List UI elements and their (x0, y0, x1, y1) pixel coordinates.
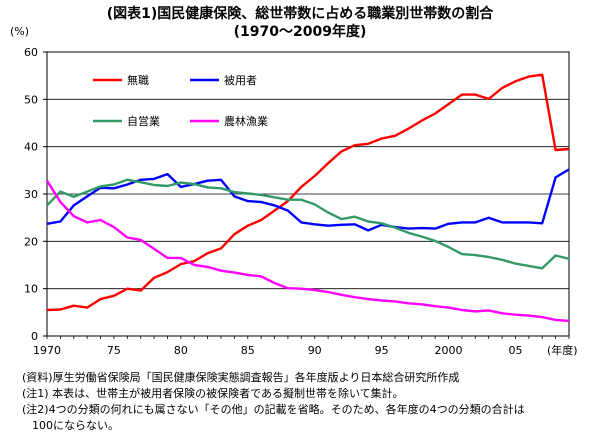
note-1: (注1) 本表は、世帯主が被用者保険の被保険者である擬制世帯を除いて集計。 (22, 387, 404, 400)
y-tick-label: 30 (24, 188, 38, 201)
series-line-2 (46, 168, 570, 232)
x-tick-label: 1970 (33, 344, 61, 357)
source-note: (資料)厚生労働省保険局「国民健康保険実態調査報告」各年度版より日本総合研究所作… (22, 371, 460, 384)
legend-label: 被用者 (224, 74, 257, 87)
x-tick-label: 75 (107, 344, 121, 357)
y-tick-label: 40 (24, 141, 38, 154)
y-axis-label: (%) (10, 25, 29, 38)
x-tick-label: 90 (308, 344, 322, 357)
legend-label: 自営業 (127, 114, 160, 128)
y-tick-label: 20 (24, 235, 38, 248)
line-chart: 0 10 20 30 40 50 60 (%) 1970 75 80 85 90 95 2000 05 (年度)… (10, 25, 578, 357)
series-line-3 (46, 178, 570, 270)
chart-title: (図表1)国民健康保険、総世帯数に占める職業別世帯数の割合 (106, 6, 494, 22)
x-tick-label: 05 (508, 344, 522, 357)
chart-subtitle: (1970〜2009年度) (233, 24, 367, 40)
x-tick-label: 85 (241, 344, 255, 357)
note-2-continued: 100にならない。 (32, 419, 119, 432)
x-tick-label: 95 (375, 344, 389, 357)
chart-notes: (資料)厚生労働省保険局「国民健康保険実態調査報告」各年度版より日本総合研究所作… (22, 370, 592, 434)
series-line-1 (46, 73, 570, 312)
y-tick-label: 50 (24, 93, 38, 106)
y-tick-label: 60 (24, 46, 38, 59)
note-2: (注2)4つの分類の何れにも属さない「その他」の記載を省略。そのため、各年度の4… (22, 403, 525, 416)
legend-label: 農林漁業 (224, 114, 268, 128)
x-tick-label: 2000 (435, 344, 463, 357)
x-axis-label: (年度) (547, 343, 578, 357)
y-tick-label: 10 (24, 283, 38, 296)
legend-label: 無職 (127, 73, 149, 87)
y-tick-label: 0 (31, 330, 38, 343)
series-line-4 (45, 180, 570, 323)
x-tick-label: 80 (174, 344, 188, 357)
